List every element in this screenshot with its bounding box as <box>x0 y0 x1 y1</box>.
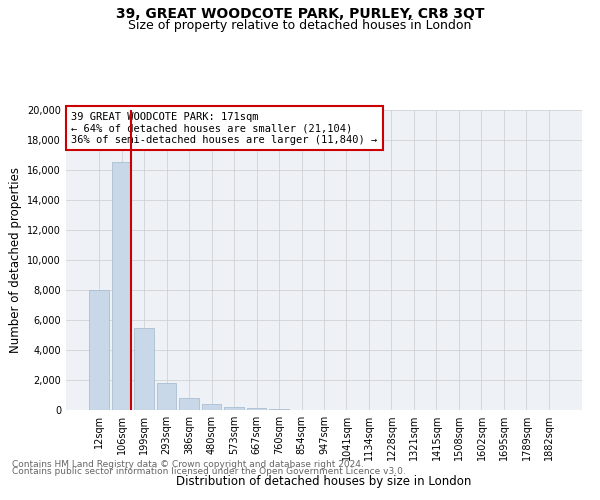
Bar <box>247 408 266 410</box>
Text: Distribution of detached houses by size in London: Distribution of detached houses by size … <box>176 474 472 488</box>
Text: Contains public sector information licensed under the Open Government Licence v3: Contains public sector information licen… <box>12 467 406 476</box>
Bar <box>89 290 109 410</box>
Bar <box>179 398 199 410</box>
Y-axis label: Number of detached properties: Number of detached properties <box>9 167 22 353</box>
Text: Size of property relative to detached houses in London: Size of property relative to detached ho… <box>128 18 472 32</box>
Bar <box>269 409 289 410</box>
Text: Contains HM Land Registry data © Crown copyright and database right 2024.: Contains HM Land Registry data © Crown c… <box>12 460 364 469</box>
Text: 39 GREAT WOODCOTE PARK: 171sqm
← 64% of detached houses are smaller (21,104)
36%: 39 GREAT WOODCOTE PARK: 171sqm ← 64% of … <box>71 112 377 144</box>
Bar <box>224 407 244 410</box>
Bar <box>157 383 176 410</box>
Bar <box>112 162 131 410</box>
Bar <box>202 404 221 410</box>
Bar <box>134 328 154 410</box>
Text: 39, GREAT WOODCOTE PARK, PURLEY, CR8 3QT: 39, GREAT WOODCOTE PARK, PURLEY, CR8 3QT <box>116 8 484 22</box>
